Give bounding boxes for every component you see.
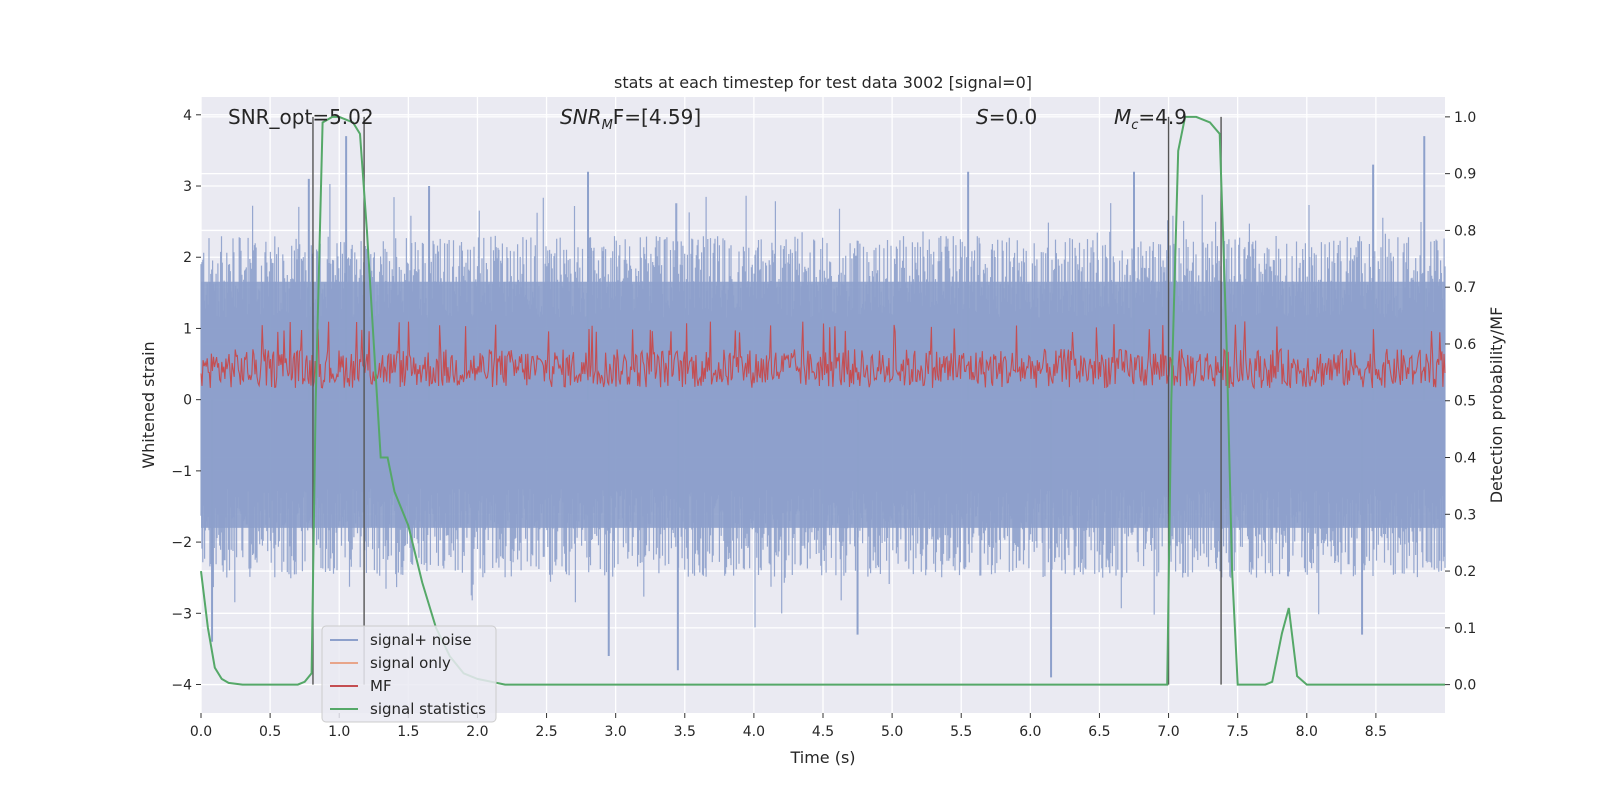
- legend: signal+ noise signal only MF signal stat…: [321, 625, 497, 723]
- annotation-s-rest: =0.0: [989, 105, 1038, 129]
- y2-tick-label: 0.3: [1454, 507, 1476, 523]
- signal-noise-core: [201, 281, 1445, 528]
- y-tick-label: 2: [183, 250, 192, 266]
- annotation-snr-mf-rest: F=[4.59]: [613, 105, 701, 129]
- annotation-mc-sub: c: [1131, 118, 1138, 133]
- x-axis-label: Time (s): [789, 748, 855, 767]
- y2-tick-label: 0.4: [1454, 451, 1476, 467]
- x-axis-ticks: 0.0 0.5 1.0 1.5 2.0 2.5 3.0 3.5 4.0 4.5 5.0 5.5 6.0 6…: [190, 713, 1387, 740]
- x-tick-label: 5.5: [950, 724, 972, 740]
- annotation-snr-mf-base: SNR: [560, 105, 602, 129]
- legend-label-signal-noise: signal+ noise: [370, 631, 472, 649]
- y2-tick-label: 0.6: [1454, 337, 1476, 353]
- legend-box: [321, 625, 497, 723]
- mf-trace: [200, 321, 1446, 390]
- annotation-snr-mf-sub: M: [602, 118, 613, 133]
- annotation-s: S=0.0: [976, 105, 1037, 129]
- y-tick-label: −3: [171, 606, 192, 622]
- chart-title: stats at each timestep for test data 300…: [614, 73, 1032, 92]
- x-tick-label: 0.0: [190, 724, 212, 740]
- annotation-mc-rest: =4.9: [1138, 105, 1187, 129]
- y-tick-label: 1: [183, 321, 192, 337]
- y2-axis-ticks: 1.0 0.9 0.8 0.7 0.6 0.5 0.4 0.3 0.2 0.1 0.0: [1445, 110, 1476, 694]
- annotation-s-var: S: [976, 105, 989, 129]
- legend-label-mf: MF: [370, 677, 392, 695]
- signal-noise-series: [200, 136, 1446, 678]
- x-tick-label: 2.0: [466, 724, 488, 740]
- x-tick-label: 4.0: [743, 724, 765, 740]
- x-tick-label: 8.5: [1365, 724, 1387, 740]
- y-tick-label: −2: [171, 535, 192, 551]
- y-tick-label: 3: [183, 179, 192, 195]
- x-tick-label: 0.5: [259, 724, 281, 740]
- x-tick-label: 7.5: [1227, 724, 1249, 740]
- y2-tick-label: 0.1: [1454, 621, 1476, 637]
- y2-tick-label: 0.2: [1454, 564, 1476, 580]
- y-axis-label: Whitened strain: [139, 341, 158, 468]
- x-tick-label: 1.0: [328, 724, 350, 740]
- mf-series: [200, 321, 1446, 390]
- annotation-snr-mf: SNRMF=[4.59]: [560, 105, 701, 133]
- annotation-mc: Mc=4.9: [1114, 105, 1187, 133]
- y2-tick-label: 1.0: [1454, 110, 1476, 126]
- x-tick-label: 3.5: [674, 724, 696, 740]
- x-tick-label: 6.5: [1088, 724, 1110, 740]
- legend-label-signal-only: signal only: [370, 654, 451, 672]
- x-tick-label: 8.0: [1296, 724, 1318, 740]
- y2-tick-label: 0.5: [1454, 394, 1476, 410]
- y-tick-label: 4: [183, 108, 192, 124]
- x-tick-label: 1.5: [397, 724, 419, 740]
- x-tick-label: 2.5: [535, 724, 557, 740]
- y2-tick-label: 0.9: [1454, 167, 1476, 183]
- y2-tick-label: 0.7: [1454, 280, 1476, 296]
- x-tick-label: 4.5: [812, 724, 834, 740]
- annotation-snr-opt: SNR_opt=5.02: [228, 105, 374, 129]
- y-tick-label: −4: [171, 678, 192, 694]
- y2-tick-label: 0.0: [1454, 678, 1476, 694]
- y-tick-label: −1: [171, 464, 192, 480]
- x-tick-label: 3.0: [605, 724, 627, 740]
- y-axis-ticks: 4 3 2 1 0 −1 −2 −3 −4: [171, 108, 201, 694]
- legend-label-signal-statistics: signal statistics: [370, 700, 486, 718]
- x-tick-label: 7.0: [1157, 724, 1179, 740]
- x-tick-label: 6.0: [1019, 724, 1041, 740]
- y2-tick-label: 0.8: [1454, 223, 1476, 239]
- x-tick-label: 5.0: [881, 724, 903, 740]
- y2-axis-label: Detection probability/MF: [1487, 307, 1506, 504]
- annotation-mc-var: M: [1114, 105, 1131, 129]
- y-tick-label: 0: [183, 393, 192, 409]
